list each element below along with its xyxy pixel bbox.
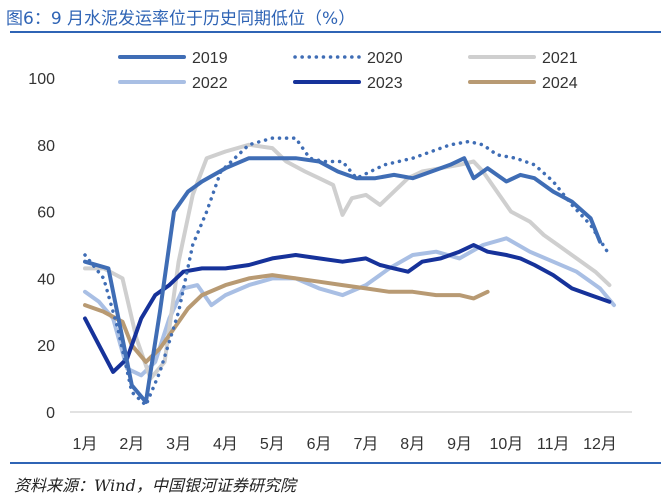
y-tick-label: 20 bbox=[37, 338, 55, 355]
source-note: 资料来源：Wind，中国银河证券研究院 bbox=[14, 476, 296, 495]
x-tick-label: 12月 bbox=[583, 436, 617, 453]
series-line-2021 bbox=[83, 142, 612, 381]
y-tick-label: 40 bbox=[37, 271, 55, 288]
x-tick-label: 10月 bbox=[489, 436, 523, 453]
x-tick-label: 11月 bbox=[537, 436, 570, 453]
x-tick-label: 6月 bbox=[307, 436, 332, 453]
series-line-2019 bbox=[83, 156, 602, 404]
line-chart: 2019 2020 2021 2022 2023 2024 0 20 40 60 80 100 1月 2… bbox=[28, 50, 632, 453]
series-line-2024 bbox=[83, 273, 490, 364]
chart-title: 图6：9 月水泥发运率位于历史同期低位（%） bbox=[6, 9, 356, 29]
y-tick-label: 100 bbox=[28, 71, 55, 88]
legend-label-2022: 2022 bbox=[192, 75, 228, 92]
series-line-2023 bbox=[83, 243, 612, 374]
x-tick-label: 7月 bbox=[353, 436, 378, 453]
chart-legend: 2019 2020 2021 2022 2023 2024 bbox=[118, 50, 578, 92]
legend-label-2024: 2024 bbox=[542, 75, 578, 92]
chart-series-group bbox=[83, 136, 616, 408]
x-tick-label: 5月 bbox=[260, 436, 285, 453]
x-tick-label: 3月 bbox=[166, 436, 191, 453]
x-tick-label: 9月 bbox=[447, 436, 472, 453]
title-rule bbox=[10, 31, 661, 33]
legend-label-2021: 2021 bbox=[542, 50, 578, 67]
x-tick-label: 4月 bbox=[213, 436, 238, 453]
x-tick-label: 8月 bbox=[400, 436, 425, 453]
x-tick-label: 1月 bbox=[73, 436, 98, 453]
legend-label-2020: 2020 bbox=[367, 50, 403, 67]
y-tick-label: 60 bbox=[37, 205, 55, 222]
x-tick-label: 2月 bbox=[119, 436, 144, 453]
y-tick-label: 0 bbox=[46, 405, 55, 422]
footer-rule bbox=[10, 462, 661, 464]
legend-label-2023: 2023 bbox=[367, 75, 403, 92]
y-tick-label: 80 bbox=[37, 138, 55, 155]
legend-label-2019: 2019 bbox=[192, 50, 228, 67]
chart-axes: 0 20 40 60 80 100 1月 2月 3月 4月 5月 6月 7月 8月 9月 10月 11月 12月 bbox=[28, 71, 632, 453]
